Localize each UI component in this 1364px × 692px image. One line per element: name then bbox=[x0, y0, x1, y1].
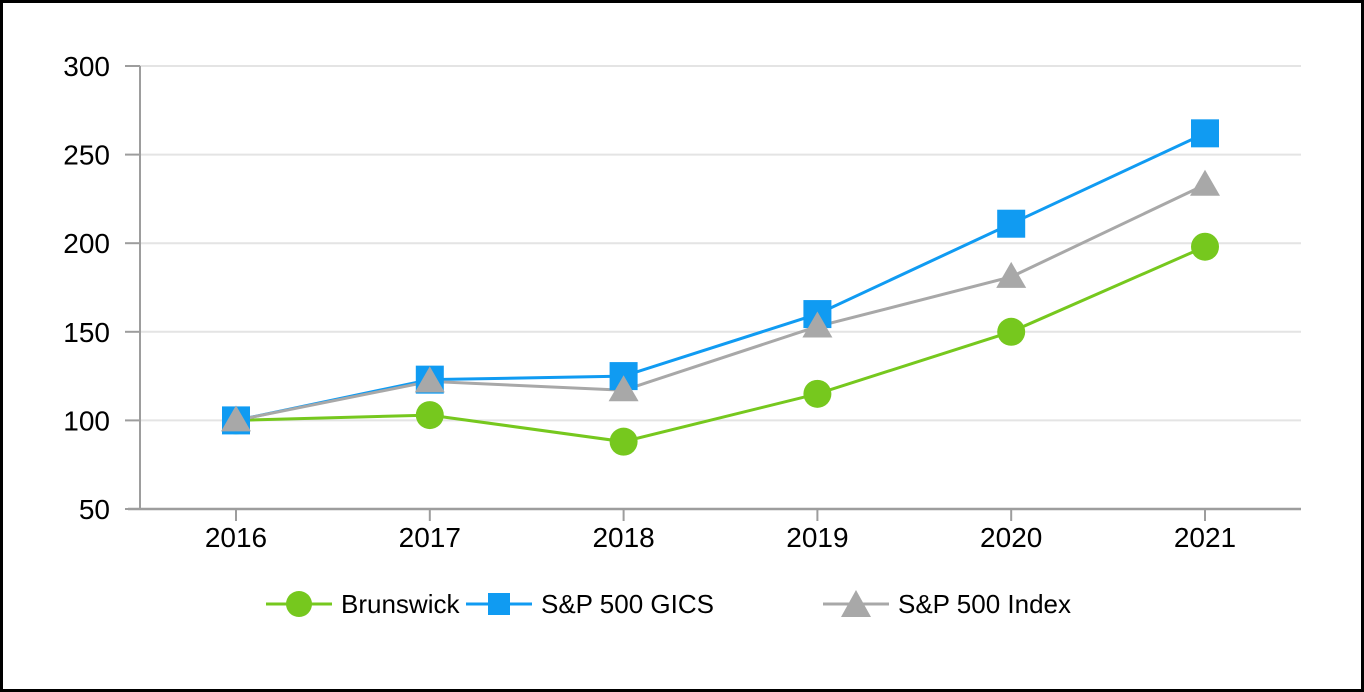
data-marker-s-p-500-index-2018 bbox=[608, 375, 639, 402]
legend-item-brunswick: Brunswick bbox=[266, 588, 459, 620]
data-marker-brunswick-2021 bbox=[1191, 232, 1219, 261]
data-marker-brunswick-2020 bbox=[997, 317, 1026, 346]
sp500-index-legend-sample bbox=[823, 590, 889, 617]
sp500-gics-legend-sample bbox=[466, 593, 532, 615]
y-axis-label: 300 bbox=[63, 51, 110, 82]
series-line-brunswick bbox=[235, 245, 1206, 444]
chart-legend: Brunswick S&P 500 GICS S&P 500 Index bbox=[3, 3, 1361, 689]
data-marker-s-p-500-index-2021 bbox=[1190, 169, 1220, 196]
x-axis-label: 2016 bbox=[205, 522, 267, 553]
data-marker-s-p-500-index-2016 bbox=[221, 405, 251, 432]
x-axis-label: 2021 bbox=[1174, 522, 1236, 553]
legend-item-sp500-index: S&P 500 Index bbox=[823, 588, 1071, 620]
data-marker-s-p-500-index-2020 bbox=[996, 261, 1027, 288]
stock-performance-line-chart: 50 100 150 200 250 300 2016 2017 2018 2019 2020 202… bbox=[63, 51, 1301, 553]
legend-label-brunswick: Brunswick bbox=[341, 589, 460, 619]
circle-marker-icon bbox=[286, 591, 312, 617]
legend-label-sp500-gics: S&P 500 GICS bbox=[541, 589, 714, 619]
data-marker-brunswick-2017 bbox=[415, 401, 444, 430]
data-marker-s-p-500-index-2017 bbox=[414, 366, 445, 393]
x-axis-label: 2018 bbox=[592, 522, 654, 553]
y-axis-label: 150 bbox=[63, 317, 110, 348]
y-axis-label: 250 bbox=[63, 140, 110, 171]
data-marker-s-p-500-gics-2020 bbox=[997, 209, 1026, 238]
x-axis-label: 2017 bbox=[399, 522, 461, 553]
data-marker-brunswick-2018 bbox=[609, 427, 638, 456]
data-marker-s-p-500-gics-2021 bbox=[1191, 119, 1219, 148]
legend-item-sp500-gics: S&P 500 GICS bbox=[466, 588, 714, 620]
y-axis-label: 50 bbox=[79, 494, 110, 525]
x-axis-label: 2020 bbox=[980, 522, 1042, 553]
y-axis-label: 100 bbox=[63, 405, 110, 436]
legend-label-sp500-index: S&P 500 Index bbox=[898, 589, 1071, 619]
series-line-s-p-500-index bbox=[235, 183, 1206, 422]
data-marker-brunswick-2019 bbox=[803, 379, 832, 408]
y-axis-label: 200 bbox=[63, 228, 110, 259]
data-marker-s-p-500-index-2019 bbox=[802, 311, 833, 338]
brunswick-legend-sample bbox=[266, 591, 332, 617]
x-axis-label: 2019 bbox=[786, 522, 848, 553]
square-marker-icon bbox=[488, 593, 510, 615]
triangle-marker-icon bbox=[841, 590, 871, 617]
